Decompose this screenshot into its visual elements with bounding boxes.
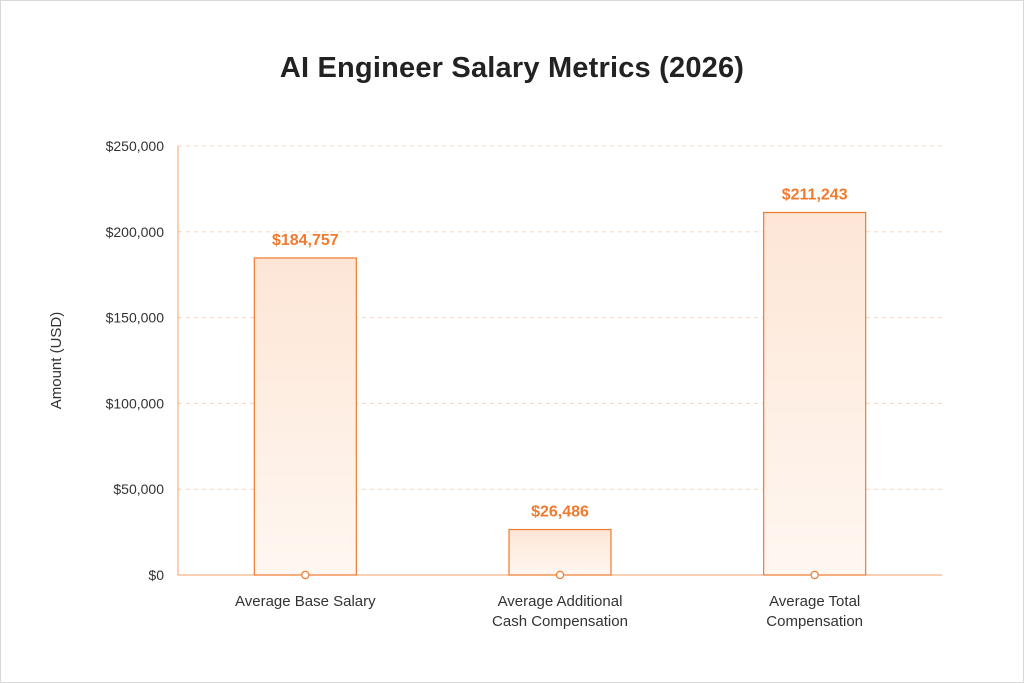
- data-label: $211,243: [782, 187, 848, 204]
- chart-title: AI Engineer Salary Metrics (2026): [279, 52, 745, 84]
- x-category-label: Compensation: [766, 613, 863, 630]
- bar-base-marker: [301, 570, 310, 580]
- data-label: $184,757: [272, 232, 339, 249]
- bar: [253, 257, 357, 576]
- bar-base-marker: [810, 570, 819, 580]
- bar-base-marker: [555, 570, 565, 580]
- y-tick-label: $150,000: [106, 310, 165, 326]
- x-category-label: Average Base Salary: [235, 593, 376, 610]
- data-label: $26,486: [531, 504, 589, 521]
- y-tick-label: $250,000: [106, 138, 165, 154]
- bar: [508, 528, 612, 576]
- x-category-label: Average Additional: [498, 593, 623, 610]
- y-tick-label: $50,000: [113, 481, 164, 497]
- bars: [253, 211, 867, 580]
- y-axis-title: Amount (USD): [48, 312, 65, 410]
- x-category-label: Average Total: [769, 593, 860, 610]
- y-tick-label: $0: [148, 567, 164, 583]
- bar: [763, 211, 867, 576]
- x-category-label: Cash Compensation: [492, 613, 628, 630]
- y-tick-label: $200,000: [106, 224, 165, 240]
- y-tick-label: $100,000: [106, 395, 165, 411]
- labels: $0 $50,000 $100,000 $150,000 $200,000 $250,00…: [48, 138, 863, 630]
